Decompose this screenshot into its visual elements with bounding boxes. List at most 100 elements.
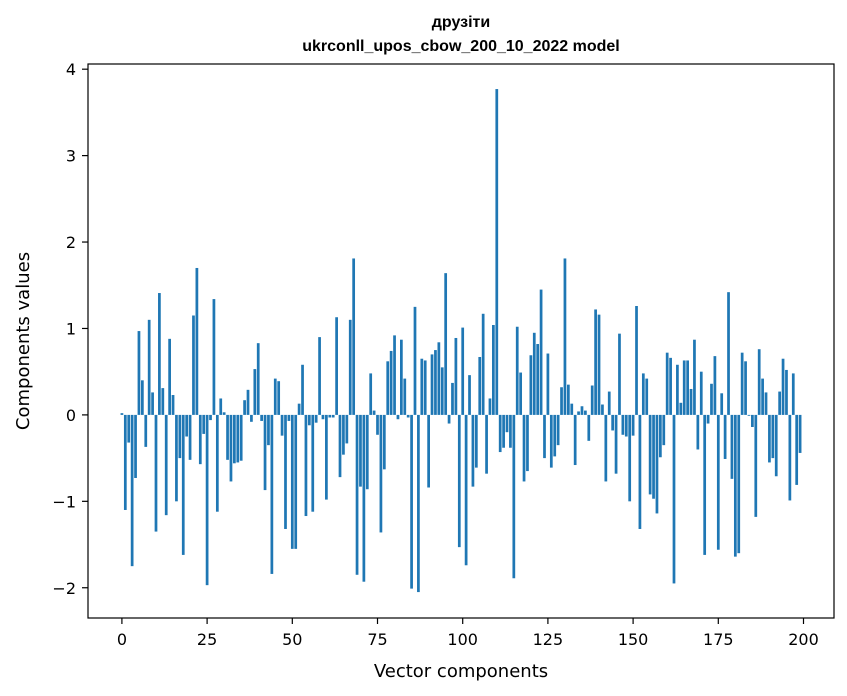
bar xyxy=(178,414,182,459)
bar xyxy=(440,367,444,415)
bar xyxy=(304,414,308,517)
bar xyxy=(710,383,713,415)
bar xyxy=(635,306,638,415)
bar xyxy=(233,414,236,464)
bar xyxy=(556,414,560,446)
bar xyxy=(686,360,689,415)
bar xyxy=(737,414,741,554)
bar xyxy=(519,372,523,415)
bar xyxy=(785,369,788,415)
x-tick-label: 175 xyxy=(703,630,734,649)
bar xyxy=(761,378,764,415)
bar xyxy=(560,387,563,415)
bar xyxy=(345,414,349,444)
bar xyxy=(624,414,628,437)
bar xyxy=(284,414,287,529)
bar xyxy=(263,414,267,491)
bar xyxy=(628,414,632,502)
bar xyxy=(147,319,151,415)
x-tick-label: 100 xyxy=(447,630,478,649)
bar xyxy=(573,414,577,466)
y-tick-label: 4 xyxy=(66,60,76,79)
bar xyxy=(526,414,529,472)
x-tick-label: 150 xyxy=(618,630,649,649)
plot-frame xyxy=(87,63,835,619)
bar xyxy=(420,358,424,415)
bar xyxy=(723,414,727,459)
y-tick-label: 1 xyxy=(66,319,76,338)
bar xyxy=(382,414,386,470)
bar xyxy=(754,414,758,517)
bar xyxy=(457,414,461,548)
bar xyxy=(134,414,137,478)
bar xyxy=(181,414,185,555)
bar xyxy=(226,414,229,460)
bar xyxy=(720,393,724,415)
bar xyxy=(290,414,294,549)
bar xyxy=(577,411,580,415)
bar xyxy=(359,414,362,487)
bar xyxy=(437,342,441,415)
bar xyxy=(447,414,451,424)
bar xyxy=(607,391,611,415)
bar xyxy=(430,354,434,415)
bar xyxy=(659,414,662,458)
bar xyxy=(601,404,604,415)
bar xyxy=(778,391,782,415)
bar xyxy=(730,414,734,479)
bar xyxy=(580,406,584,415)
bar xyxy=(529,355,533,415)
bar xyxy=(733,414,737,557)
bar xyxy=(485,414,488,474)
bar xyxy=(492,325,495,415)
bar xyxy=(549,414,553,468)
bar xyxy=(618,333,621,415)
bar xyxy=(468,375,471,415)
chart-title: друзіти xyxy=(432,14,490,31)
bar xyxy=(236,414,240,463)
bar xyxy=(280,414,284,436)
bar xyxy=(672,414,676,584)
x-tick-label: 125 xyxy=(533,630,564,649)
bar xyxy=(400,339,403,415)
bar xyxy=(768,414,771,463)
bar xyxy=(253,369,257,415)
bar xyxy=(120,413,124,415)
bar xyxy=(331,414,335,418)
bar xyxy=(706,414,710,424)
bar xyxy=(365,414,369,490)
bar xyxy=(325,414,328,500)
bar xyxy=(137,331,141,415)
bar xyxy=(471,414,475,487)
bar xyxy=(202,414,206,434)
bar xyxy=(584,410,587,415)
bar xyxy=(757,349,761,415)
bar xyxy=(154,414,158,532)
bar xyxy=(287,414,291,421)
bar xyxy=(570,403,574,415)
bar xyxy=(713,356,717,415)
bar xyxy=(250,414,253,422)
bar xyxy=(301,364,304,415)
bar xyxy=(594,309,597,415)
bar xyxy=(543,414,546,459)
bar xyxy=(130,414,134,567)
y-axis-label: Components values xyxy=(13,252,34,430)
bar xyxy=(355,414,359,575)
bar xyxy=(123,414,127,510)
bar xyxy=(611,414,615,431)
bar xyxy=(229,414,233,482)
bar xyxy=(239,414,243,461)
bar xyxy=(795,414,799,485)
bar xyxy=(451,382,454,415)
bar xyxy=(277,381,281,415)
bar xyxy=(771,414,775,459)
bar xyxy=(614,414,618,474)
bar xyxy=(151,392,154,415)
x-tick-label: 75 xyxy=(367,630,387,649)
bar xyxy=(352,258,356,415)
bar xyxy=(372,410,376,415)
bar xyxy=(798,414,802,453)
bar xyxy=(321,414,325,420)
